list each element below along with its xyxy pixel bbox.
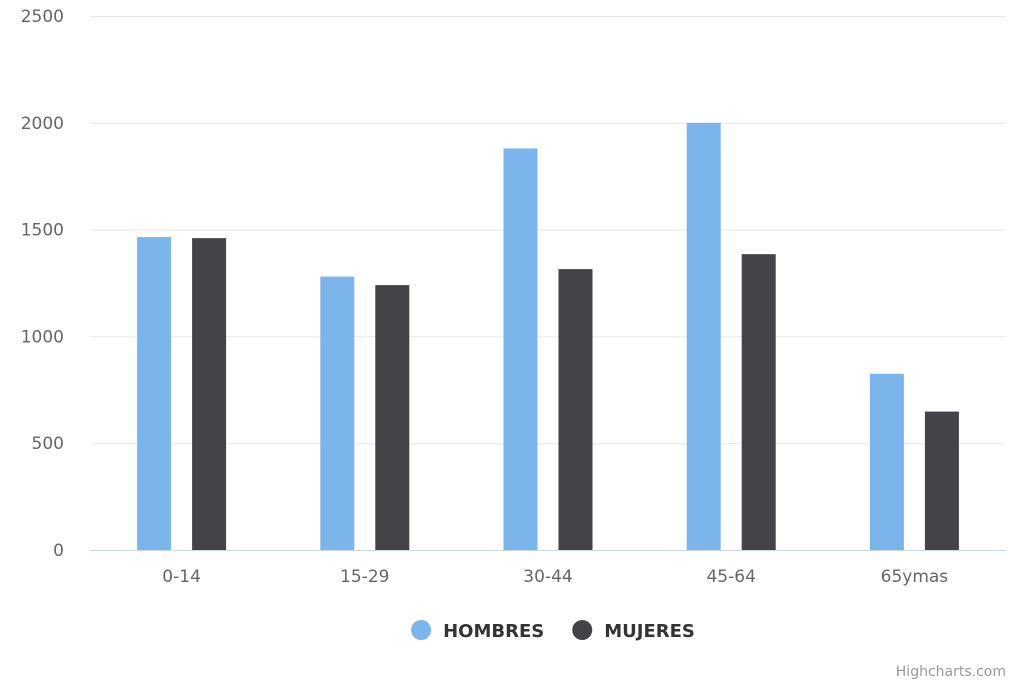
y-tick-label: 2000: [21, 114, 64, 134]
legend-label: MUJERES: [604, 621, 695, 642]
gridlines: [90, 16, 1006, 445]
bar-mujeres-15-29[interactable]: [375, 285, 410, 550]
bar-hombres-45-64[interactable]: [686, 122, 721, 551]
bar-hombres-15-29[interactable]: [320, 276, 355, 550]
y-tick-label: 1500: [21, 221, 64, 241]
x-axis: 0-14 15-29 30-44 45-64 65ymas: [90, 550, 1006, 587]
bar-mujeres-45-64[interactable]: [741, 254, 776, 550]
credits-link[interactable]: Highcharts.com: [896, 664, 1006, 680]
x-tick-label: 45-64: [706, 567, 755, 587]
y-tick-label: 0: [53, 541, 64, 561]
legend-label: HOMBRES: [443, 621, 544, 642]
legend-marker-icon: [572, 620, 593, 640]
bar-hombres-30-44[interactable]: [503, 148, 538, 550]
bar-hombres-65ymas[interactable]: [869, 373, 904, 550]
legend-item-mujeres[interactable]: MUJERES: [572, 620, 695, 642]
bar-hombres-0-14[interactable]: [137, 237, 172, 551]
y-tick-label: 1000: [21, 327, 64, 347]
legend-marker-icon: [411, 620, 432, 640]
legend: HOMBRES MUJERES: [411, 620, 695, 642]
bars: [137, 122, 959, 551]
x-tick-label: 0-14: [162, 567, 201, 587]
bar-mujeres-0-14[interactable]: [192, 238, 227, 551]
y-tick-label: 2500: [21, 7, 64, 27]
x-tick-label: 65ymas: [881, 567, 949, 587]
y-tick-label: 500: [32, 434, 64, 454]
x-tick-label: 15-29: [340, 567, 389, 587]
bar-mujeres-30-44[interactable]: [558, 269, 593, 550]
y-axis-labels: 0 500 1000 1500 2000 2500: [21, 7, 64, 561]
x-tick-label: 30-44: [523, 567, 572, 587]
legend-item-hombres[interactable]: HOMBRES: [411, 620, 544, 642]
bar-mujeres-65ymas[interactable]: [924, 411, 959, 550]
